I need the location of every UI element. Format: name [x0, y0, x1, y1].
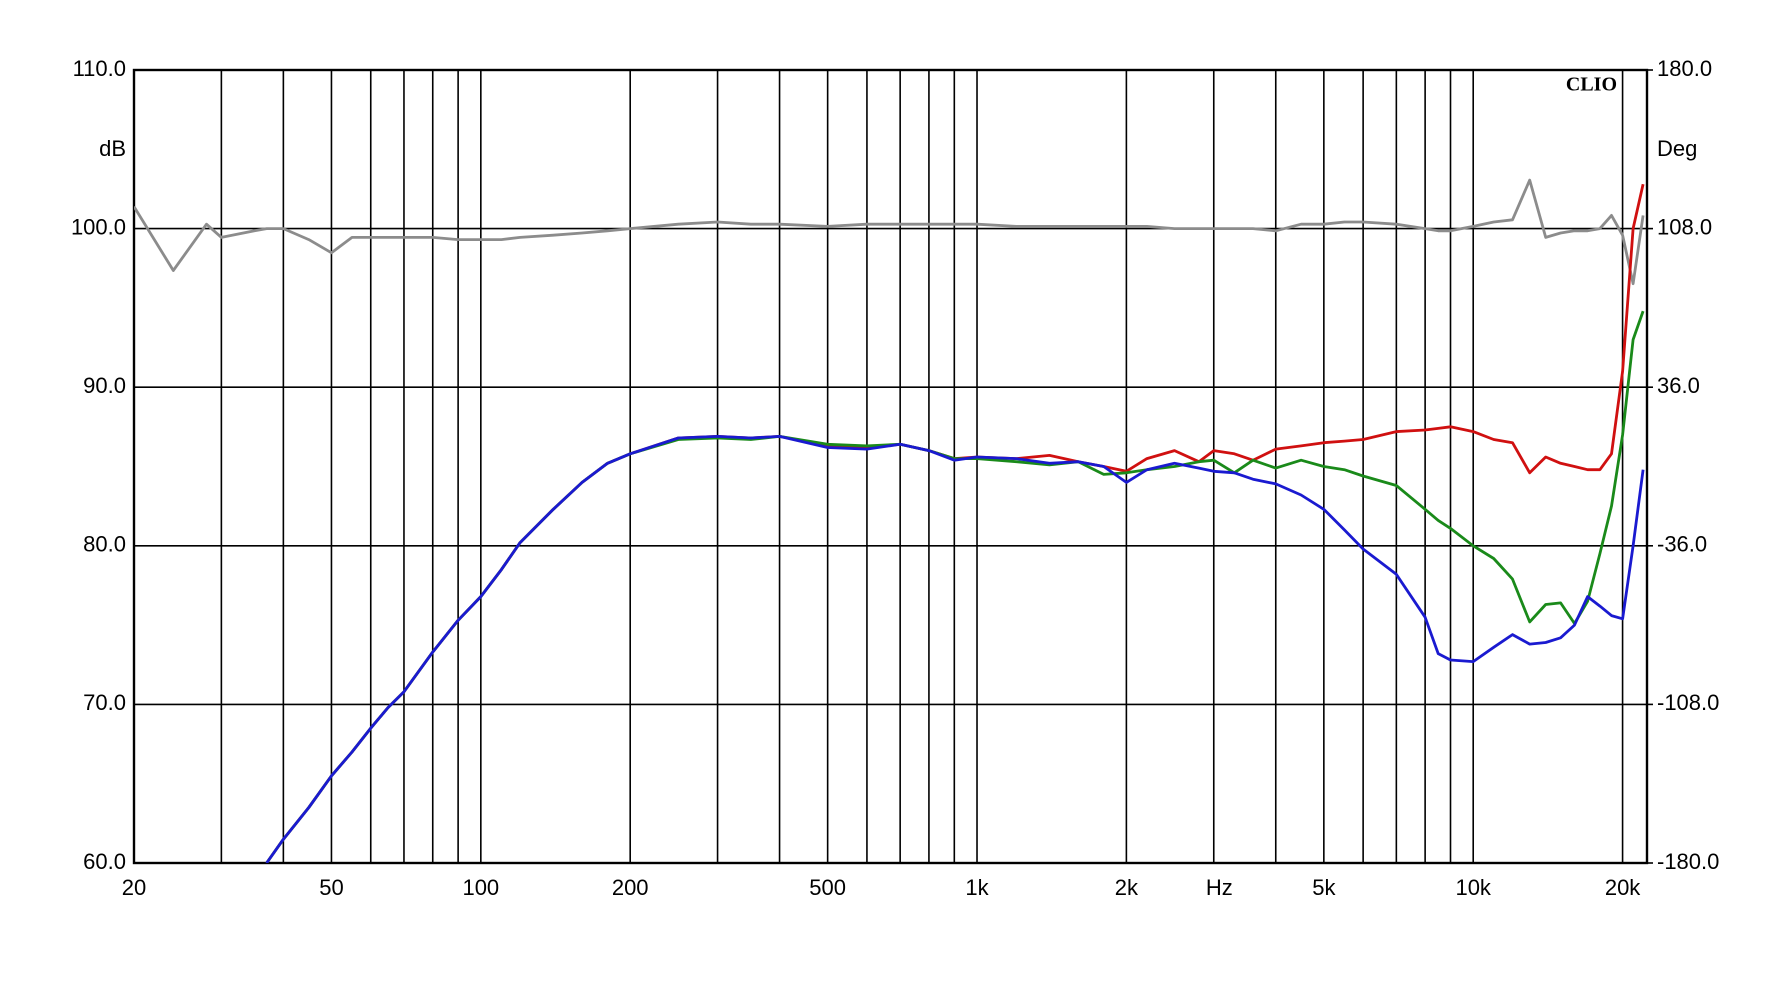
y2-tick-label: 108.0 — [1657, 214, 1712, 239]
x-tick-label: 5k — [1312, 875, 1336, 900]
y-axis-label: dB — [99, 136, 126, 161]
y2-tick-label: 36.0 — [1657, 373, 1700, 398]
labels: 60.0 70.0 80.0 90.0 100.0 110.0 -180.0 -108.0 -3… — [71, 56, 1719, 900]
grid — [132, 68, 1653, 865]
x-tick-label: 200 — [612, 875, 649, 900]
series-line — [134, 178, 1645, 286]
y-tick-label: 80.0 — [83, 532, 126, 557]
series-line — [265, 435, 1645, 863]
plot-lines — [134, 178, 1645, 863]
x-tick-label: 2k — [1115, 875, 1139, 900]
y-tick-label: 70.0 — [83, 690, 126, 715]
x-tick-label: 1k — [965, 875, 989, 900]
y2-tick-label: -36.0 — [1657, 532, 1707, 557]
y-tick-label: 100.0 — [71, 214, 126, 239]
y-tick-label: 90.0 — [83, 373, 126, 398]
x-tick-label: 20k — [1605, 875, 1641, 900]
x-tick-label: 20 — [122, 875, 146, 900]
brand-label: CLIO — [1566, 74, 1617, 96]
x-tick-label: 500 — [809, 875, 846, 900]
y2-tick-label: -108.0 — [1657, 690, 1719, 715]
x-tick-label: 10k — [1455, 875, 1491, 900]
y-tick-label: 110.0 — [73, 56, 126, 81]
y2-axis-label: Deg — [1657, 136, 1697, 161]
x-tick-label: 100 — [462, 875, 499, 900]
x-tick-label: 50 — [319, 875, 343, 900]
plot-frame — [132, 68, 1649, 865]
y2-tick-label: -180.0 — [1657, 849, 1719, 874]
x-axis-label: Hz — [1206, 875, 1233, 900]
y-tick-label: 60.0 — [83, 849, 126, 874]
y2-tick-label: 180.0 — [1657, 56, 1712, 81]
